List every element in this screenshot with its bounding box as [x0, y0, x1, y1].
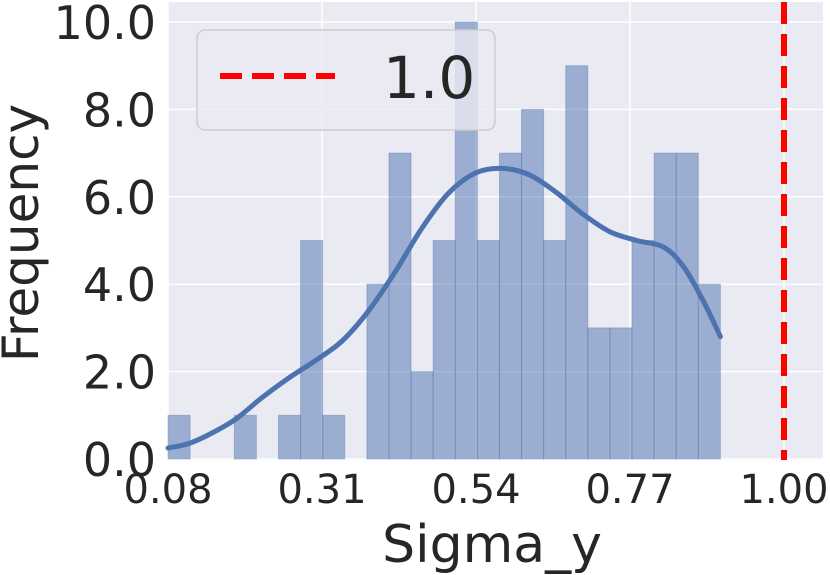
x-tick-label: 0.31	[277, 467, 366, 513]
kde-curve	[165, 165, 723, 451]
histogram-bar-21	[631, 240, 655, 460]
legend-frame	[196, 29, 496, 131]
histogram-bar-14	[476, 240, 500, 460]
histogram-bar-0	[167, 414, 191, 460]
histogram-bar-23	[675, 152, 699, 460]
histogram-bar-6	[300, 240, 324, 460]
histogram-bar-7	[322, 414, 346, 460]
y-tick-label: 4.0	[83, 258, 156, 312]
histogram-bars	[167, 21, 721, 460]
histogram-bar-18	[565, 65, 589, 460]
x-axis-label: Sigma_y	[382, 515, 602, 575]
y-axis-label: Frequency	[0, 104, 50, 362]
histogram-bar-19	[587, 327, 611, 460]
histogram-bar-12	[432, 240, 456, 460]
histogram-bar-3	[233, 414, 257, 460]
x-tick-label: 1.00	[739, 467, 828, 513]
y-tick-label: 8.0	[83, 83, 156, 137]
histogram-bar-22	[653, 152, 677, 460]
y-tick-labels: 0.0 2.0 4.0 6.0 8.0 10.0	[54, 0, 156, 487]
histogram-bar-5	[277, 414, 302, 460]
x-tick-labels: 0.08 0.31 0.54 0.77 1.00	[123, 467, 828, 513]
legend-entry-label: 1.0	[383, 44, 475, 112]
histogram-bar-15	[498, 152, 523, 460]
x-tick-label: 0.08	[123, 467, 212, 513]
legend: 1.0	[196, 29, 496, 131]
histogram-bar-20	[609, 327, 633, 460]
y-tick-label: 6.0	[83, 171, 156, 225]
histogram-bar-10	[388, 152, 412, 460]
histogram-bar-16	[521, 108, 545, 460]
x-tick-label: 0.54	[431, 467, 520, 513]
histogram-bar-11	[410, 371, 434, 460]
x-tick-label: 0.77	[585, 467, 674, 513]
histogram-bar-13	[454, 21, 478, 460]
y-tick-label: 0.0	[83, 433, 156, 487]
y-tick-label: 2.0	[83, 346, 156, 400]
y-tick-label: 10.0	[54, 0, 156, 50]
histogram-bar-17	[543, 240, 567, 460]
